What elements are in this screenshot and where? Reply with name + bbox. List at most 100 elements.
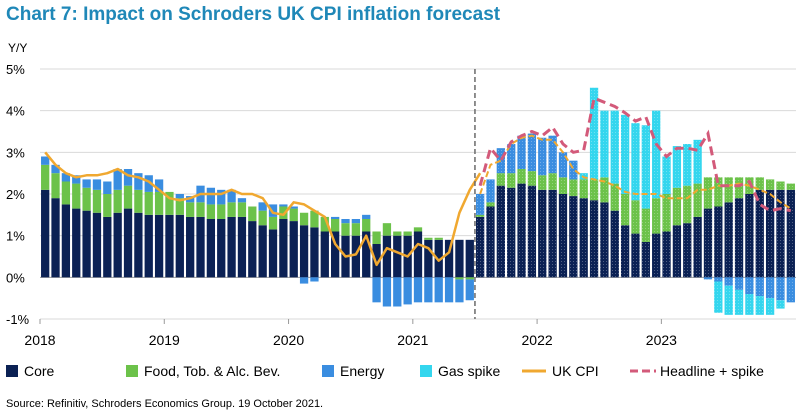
bar-energy <box>372 277 381 303</box>
bar-food-tob-alc-bev <box>72 183 81 209</box>
bar-energy <box>413 277 423 303</box>
bar-food-tob-alc-bev <box>331 219 340 232</box>
bar-forecast-texture <box>714 206 723 278</box>
bar-food-tob-alc-bev <box>465 277 474 280</box>
bar-food-tob-alc-bev <box>320 216 329 232</box>
x-tick-label: 2019 <box>149 332 180 348</box>
x-tick-label: 2022 <box>522 332 553 348</box>
bar-energy <box>144 175 153 192</box>
bar-forecast-texture <box>776 277 785 301</box>
bar-energy <box>310 277 319 282</box>
bar-forecast-texture <box>475 216 485 278</box>
legend-label: Gas spike <box>438 363 500 379</box>
bar-food-tob-alc-bev <box>41 164 50 190</box>
bar-food-tob-alc-bev <box>434 237 443 240</box>
bar-forecast-texture <box>724 177 733 203</box>
bar-forecast-texture <box>755 189 764 278</box>
bar-forecast-texture <box>724 285 733 315</box>
bar-energy <box>237 198 247 203</box>
bar-core <box>237 216 247 278</box>
bar-food-tob-alc-bev <box>362 219 371 232</box>
bar-food-tob-alc-bev <box>258 210 267 226</box>
bar-forecast-texture <box>734 277 744 290</box>
bar-forecast-texture <box>569 196 578 278</box>
legend-label: UK CPI <box>552 363 599 379</box>
bar-forecast-texture <box>765 189 775 278</box>
bar-food-tob-alc-bev <box>341 223 350 236</box>
bar-energy <box>341 219 350 224</box>
bar-food-tob-alc-bev <box>413 227 423 232</box>
bar-forecast-texture <box>786 183 795 190</box>
bar-forecast-texture <box>765 298 775 315</box>
bar-food-tob-alc-bev <box>154 191 164 215</box>
x-tick-label: 2023 <box>646 332 677 348</box>
bar-energy <box>351 219 361 224</box>
bar-core <box>113 212 122 278</box>
bar-forecast-texture <box>776 181 785 190</box>
legend-label: Energy <box>340 363 384 379</box>
bar-food-tob-alc-bev <box>248 206 257 222</box>
bar-forecast-texture <box>724 277 733 286</box>
bar-energy <box>279 204 288 207</box>
bar-energy <box>82 179 91 188</box>
bar-forecast-texture <box>548 189 557 278</box>
bar-forecast-texture <box>724 202 733 278</box>
bar-forecast-texture <box>538 189 547 278</box>
legend-item: Gas spike <box>420 363 500 379</box>
bar-forecast-texture <box>641 208 650 242</box>
bar-forecast-texture <box>652 110 661 199</box>
chart-title: Chart 7: Impact on Schroders UK CPI infl… <box>6 4 501 25</box>
bar-energy <box>382 277 392 307</box>
bar-forecast-texture <box>548 173 557 190</box>
bar-forecast-texture <box>714 281 723 313</box>
bar-core <box>206 219 216 278</box>
uk-cpi-line <box>44 151 482 267</box>
y-axis-label: Y/Y <box>8 41 27 55</box>
y-tick-label: 0% <box>6 270 25 285</box>
bar-forecast-texture <box>620 225 630 278</box>
bar-energy <box>465 279 474 301</box>
bar-energy <box>113 169 122 190</box>
bar-core <box>144 214 153 278</box>
bar-forecast-texture <box>745 294 754 315</box>
bar-forecast-texture <box>620 194 630 226</box>
bar-food-tob-alc-bev <box>268 216 278 230</box>
legend-item: Food, Tob. & Alc. Bev. <box>126 363 280 379</box>
bar-food-tob-alc-bev <box>134 189 143 213</box>
y-tick-label: 5% <box>6 62 25 77</box>
bar-forecast-texture <box>786 189 795 278</box>
bar-forecast-texture <box>755 277 764 297</box>
bar-forecast-texture <box>475 214 485 217</box>
bar-core <box>351 235 361 278</box>
bar-forecast-texture <box>589 179 599 201</box>
legend-item: UK CPI <box>522 363 599 379</box>
bar-energy <box>455 279 464 303</box>
bar-energy <box>217 189 226 205</box>
bar-forecast-texture <box>496 173 505 186</box>
bar-energy <box>289 206 298 209</box>
bar-core <box>175 214 184 278</box>
bar-food-tob-alc-bev <box>393 231 402 236</box>
bar-food-tob-alc-bev <box>103 194 112 217</box>
legend-item: Headline + spike <box>630 363 764 379</box>
bar-core <box>393 235 402 278</box>
bar-food-tob-alc-bev <box>351 223 361 236</box>
legend-label: Food, Tob. & Alc. Bev. <box>144 363 280 379</box>
bar-forecast-texture <box>693 216 702 278</box>
bar-core <box>268 229 278 278</box>
bar-forecast-texture <box>703 177 713 209</box>
bar-forecast-texture <box>558 177 568 194</box>
bar-forecast-texture <box>558 152 568 178</box>
bar-forecast-texture <box>745 194 754 278</box>
bar-forecast-texture <box>579 198 588 278</box>
bar-forecast-texture <box>527 171 537 186</box>
bar-forecast-texture <box>538 175 547 190</box>
bar-forecast-texture <box>579 179 588 199</box>
bar-core <box>61 204 71 278</box>
bar-food-tob-alc-bev <box>144 191 153 215</box>
bar-forecast-texture <box>776 189 785 278</box>
bar-food-tob-alc-bev <box>123 185 133 209</box>
bar-energy <box>72 175 81 184</box>
bar-food-tob-alc-bev <box>403 231 412 236</box>
